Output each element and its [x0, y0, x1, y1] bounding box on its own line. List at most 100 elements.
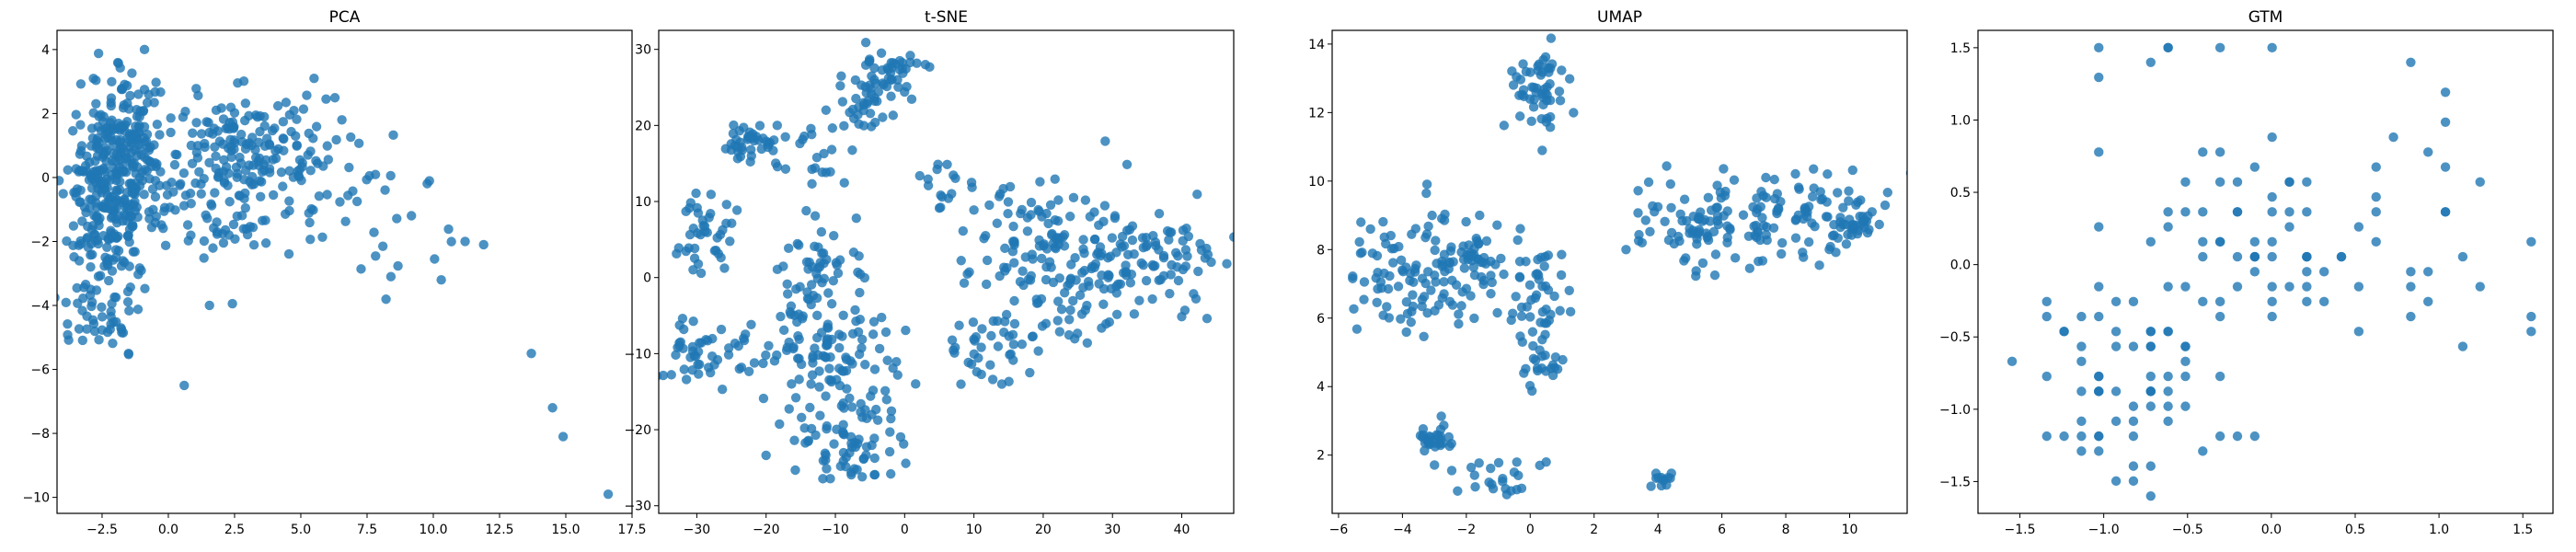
- data-point: [1004, 376, 1014, 386]
- data-point: [986, 330, 996, 341]
- data-point: [954, 320, 964, 330]
- data-point: [826, 144, 837, 155]
- data-point: [693, 347, 704, 357]
- data-point: [1431, 277, 1441, 287]
- data-point: [1378, 310, 1388, 320]
- data-point: [2145, 401, 2156, 411]
- panel-umap: UMAP −6 −4 −2 0 2 4 6 8 10 2 4 6 8 10 12 14: [1308, 8, 1908, 537]
- x-tick-label: −20: [753, 523, 780, 537]
- data-point: [257, 167, 268, 178]
- data-point: [169, 159, 180, 170]
- data-point: [126, 138, 137, 148]
- data-point: [886, 468, 896, 479]
- data-point: [860, 38, 871, 48]
- data-point: [331, 134, 341, 145]
- data-point: [304, 128, 314, 139]
- data-point: [102, 242, 112, 252]
- data-point: [2094, 446, 2104, 456]
- data-point: [1556, 270, 1567, 281]
- data-point: [1016, 208, 1026, 219]
- data-point: [761, 350, 771, 361]
- data-point: [688, 316, 698, 327]
- data-point: [807, 130, 817, 140]
- axes-frame: [1331, 29, 1908, 514]
- data-point: [810, 343, 820, 353]
- x-tick-label: 2.5: [224, 523, 245, 537]
- x-tick-label: 0: [1526, 523, 1535, 537]
- data-point: [186, 199, 196, 209]
- data-point: [2180, 356, 2191, 367]
- data-point: [993, 341, 1004, 351]
- data-point: [868, 316, 880, 327]
- data-point: [272, 100, 283, 111]
- data-point: [795, 282, 805, 292]
- data-point: [1694, 227, 1705, 237]
- data-point: [1419, 331, 1429, 341]
- data-point: [2198, 296, 2208, 307]
- data-point: [2440, 87, 2451, 98]
- data-point: [1406, 317, 1416, 328]
- data-point: [2110, 327, 2122, 337]
- data-point: [761, 136, 772, 146]
- data-point: [211, 151, 221, 161]
- data-point: [1761, 192, 1772, 202]
- data-point: [1475, 210, 1485, 221]
- data-point: [1405, 275, 1415, 286]
- data-point: [1841, 239, 1852, 249]
- y-tick-label: 0: [41, 171, 50, 186]
- data-point: [2302, 296, 2312, 307]
- data-point: [2423, 147, 2433, 157]
- data-point: [206, 199, 216, 209]
- data-point: [155, 86, 166, 98]
- data-point: [430, 254, 440, 264]
- data-point: [1110, 211, 1121, 221]
- data-point: [2059, 431, 2069, 442]
- data-point: [1555, 96, 1566, 106]
- data-point: [797, 412, 807, 422]
- data-point: [1079, 265, 1090, 276]
- data-point: [1660, 216, 1670, 226]
- data-point: [853, 109, 863, 120]
- data-point: [224, 197, 235, 207]
- data-point: [2145, 461, 2156, 471]
- data-point: [289, 105, 299, 116]
- data-point: [2302, 251, 2312, 262]
- data-point: [1847, 220, 1857, 230]
- data-point: [232, 172, 242, 182]
- data-point: [1228, 232, 1234, 242]
- data-point: [1121, 159, 1133, 169]
- data-point: [139, 85, 150, 95]
- data-point: [1172, 262, 1182, 272]
- data-point: [869, 433, 880, 443]
- data-point: [855, 315, 866, 325]
- data-point: [329, 93, 340, 103]
- data-point: [424, 176, 434, 186]
- data-point: [1799, 252, 1809, 262]
- data-point: [88, 318, 99, 329]
- data-point: [847, 328, 858, 339]
- data-point: [885, 427, 895, 437]
- x-tick-label: 6: [1718, 523, 1726, 537]
- data-point: [1519, 368, 1529, 378]
- data-point: [679, 324, 689, 335]
- data-point: [1064, 212, 1075, 222]
- data-point: [1002, 262, 1012, 273]
- data-point: [526, 348, 536, 359]
- data-point: [1549, 291, 1559, 302]
- data-point: [79, 202, 90, 213]
- data-point: [244, 160, 255, 170]
- data-point: [1720, 186, 1731, 197]
- data-point: [942, 159, 952, 169]
- data-point: [75, 120, 86, 130]
- data-point: [733, 146, 743, 157]
- data-point: [800, 438, 811, 448]
- data-point: [385, 271, 397, 282]
- data-point: [1382, 302, 1392, 312]
- data-point: [176, 178, 186, 189]
- data-point: [142, 129, 153, 140]
- data-point: [1533, 254, 1543, 265]
- data-point: [2145, 57, 2156, 67]
- data-point: [2180, 341, 2191, 351]
- data-point: [1777, 248, 1787, 259]
- data-point: [681, 246, 691, 257]
